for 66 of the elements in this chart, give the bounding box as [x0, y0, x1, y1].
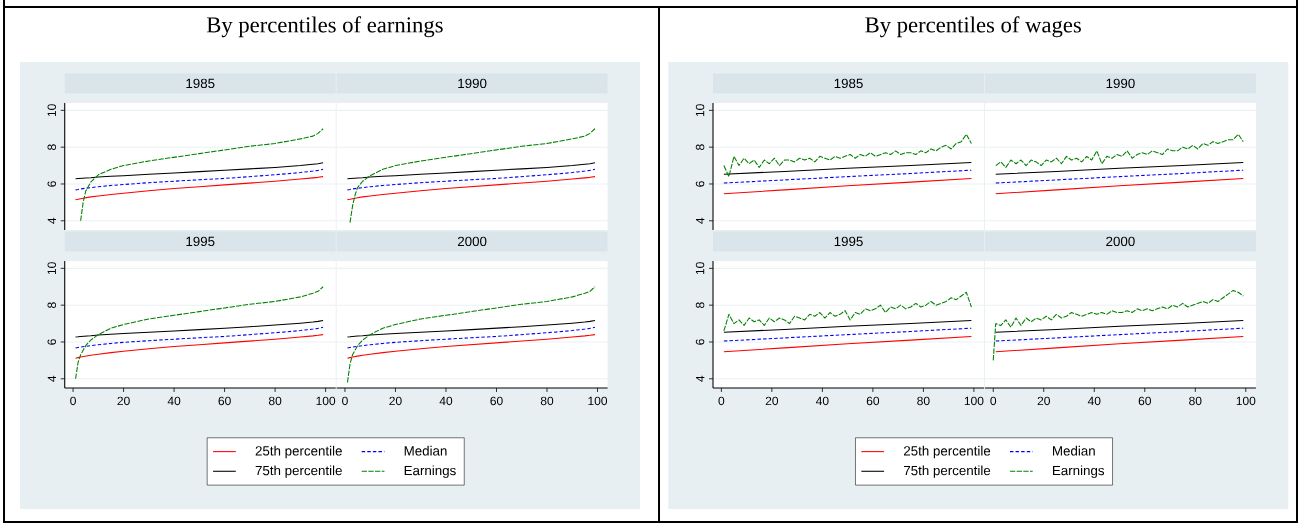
y-tick-label: 6 [47, 181, 57, 187]
legend-label: 25th percentile [903, 445, 991, 459]
y-tick-label: 8 [695, 144, 705, 150]
x-tick-label: 20 [389, 396, 402, 406]
y-tick-label: 8 [695, 302, 705, 308]
y-tick-label: 6 [695, 181, 705, 187]
legend-label: Median [1053, 445, 1095, 456]
line-series [723, 161, 972, 175]
legend-label: 75th percentile [903, 465, 991, 478]
y-tick-label: 10 [47, 104, 57, 117]
line-series [723, 291, 972, 332]
x-tick-label: 20 [765, 396, 779, 406]
legend-label: Median [404, 445, 447, 456]
y-tick-label: 10 [695, 262, 705, 275]
y-tick-label: 4 [47, 375, 57, 382]
y-tick-label: 4 [696, 375, 705, 382]
line-series [723, 169, 972, 184]
x-tick-label: 60 [218, 396, 231, 406]
x-tick-label: 0 [990, 396, 997, 406]
y-tick-label: 8 [47, 302, 57, 308]
x-tick-label: 60 [1138, 396, 1151, 406]
y-tick-label: 4 [47, 217, 57, 224]
x-tick-label: 60 [866, 396, 880, 406]
y-tick-label: 10 [47, 262, 57, 275]
line-series [723, 177, 972, 195]
y-tick-label: 6 [47, 339, 57, 345]
y-tick-label: 8 [47, 144, 57, 150]
chart-title: 2000 [1106, 236, 1135, 247]
x-tick-label: 0 [342, 396, 348, 406]
legend-label: 75th percentile [255, 465, 342, 478]
line-series [723, 327, 972, 342]
x-tick-label: 20 [117, 396, 130, 406]
x-tick-label: 40 [1087, 396, 1101, 406]
x-tick-label: 80 [1189, 396, 1202, 406]
x-tick-label: 40 [167, 396, 181, 406]
line-series [75, 286, 324, 380]
chart-title: 1985 [186, 78, 215, 89]
line-series [723, 335, 972, 353]
x-tick-label: 40 [815, 396, 829, 406]
x-tick-label: 100 [1236, 396, 1256, 406]
legend-label: Earnings [404, 465, 456, 478]
x-tick-label: 100 [316, 396, 336, 406]
legend-label: 25th percentile [255, 445, 342, 459]
line-series [723, 319, 972, 333]
text: By percentiles of earnings [206, 16, 443, 38]
chart-title: 1990 [458, 78, 487, 89]
chart-title: 2000 [457, 236, 487, 247]
legend-label: Earnings [1053, 465, 1105, 478]
chart-title: 1995 [834, 236, 863, 247]
y-tick-label: 4 [696, 217, 705, 224]
x-tick-label: 80 [540, 396, 554, 406]
y-tick-label: 10 [695, 104, 705, 117]
chart-title: 1990 [1106, 78, 1135, 89]
x-tick-label: 100 [588, 396, 608, 406]
chart-title: 1985 [834, 78, 863, 89]
x-tick-label: 0 [718, 396, 725, 406]
text: By percentiles of wages [865, 16, 1081, 38]
x-tick-label: 80 [268, 396, 282, 406]
x-tick-label: 80 [917, 396, 930, 406]
y-tick-label: 6 [695, 339, 705, 345]
chart-title: 1995 [186, 236, 215, 247]
x-tick-label: 60 [490, 396, 503, 406]
x-tick-label: 40 [439, 396, 453, 406]
x-tick-label: 100 [964, 396, 984, 406]
x-tick-label: 0 [70, 396, 76, 406]
x-tick-label: 20 [1037, 396, 1050, 406]
